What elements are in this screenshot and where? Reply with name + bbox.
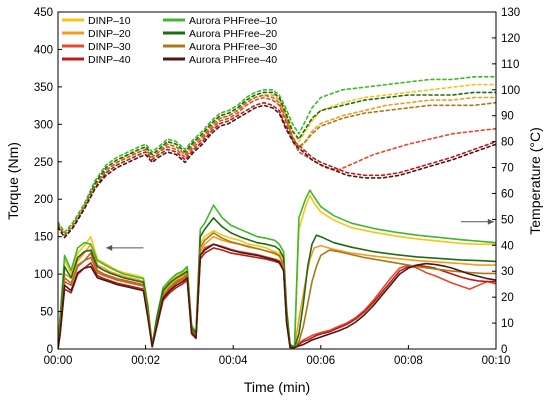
legend-label: Aurora PHFree–10 bbox=[189, 15, 277, 27]
legend-item-dinp-20: DINP–20 bbox=[62, 28, 131, 40]
series-line-aurora-phfree-40-temperature bbox=[58, 104, 496, 239]
series-line-dinp-40 bbox=[58, 247, 496, 349]
x-tick-label: 00:04 bbox=[219, 355, 248, 367]
legend-item-dinp-40: DINP–40 bbox=[62, 54, 131, 66]
legend-label: DINP–10 bbox=[88, 15, 131, 27]
series-line-dinp-10 bbox=[58, 194, 496, 349]
y-tick-label: 50 bbox=[40, 307, 53, 319]
y2-tick-label: 120 bbox=[501, 33, 520, 45]
legend-item-dinp-30: DINP–30 bbox=[62, 41, 131, 53]
legend-item-aurora-phfree-20: Aurora PHFree–20 bbox=[163, 28, 277, 40]
y2-tick-label: 10 bbox=[501, 318, 514, 330]
y2-axis-title: Temperature (°C) bbox=[527, 127, 543, 235]
series-line-aurora-phfree-20 bbox=[58, 217, 496, 349]
x-tick-label: 00:00 bbox=[44, 355, 73, 367]
legend-label: DINP–30 bbox=[88, 41, 131, 53]
y-tick-label: 300 bbox=[34, 119, 53, 131]
legend-item-aurora-phfree-40: Aurora PHFree–40 bbox=[163, 54, 277, 66]
x-axis-title: Time (min) bbox=[244, 379, 310, 395]
y-tick-label: 150 bbox=[34, 232, 53, 244]
legend-item-aurora-phfree-30: Aurora PHFree–30 bbox=[163, 41, 277, 53]
legend-item-aurora-phfree-10: Aurora PHFree–10 bbox=[163, 15, 277, 27]
y2-tick-label: 130 bbox=[501, 7, 520, 19]
series-line-dinp-40-temperature bbox=[58, 101, 496, 239]
y-tick-label: 100 bbox=[34, 269, 53, 281]
series-line-aurora-phfree-30-temperature bbox=[58, 94, 496, 236]
y2-tick-label: 20 bbox=[501, 292, 514, 304]
y2-tick-label: 100 bbox=[501, 85, 520, 97]
y2-tick-label: 30 bbox=[501, 266, 514, 278]
series-layer bbox=[58, 76, 496, 349]
arrow-head-left-axis bbox=[106, 244, 113, 251]
y-tick-label: 450 bbox=[34, 7, 53, 19]
y-tick-label: 400 bbox=[34, 44, 53, 56]
y2-tick-label: 40 bbox=[501, 240, 514, 252]
series-line-dinp-20-temperature bbox=[58, 94, 496, 236]
legend-item-dinp-10: DINP–10 bbox=[62, 15, 131, 27]
arrow-layer bbox=[106, 218, 494, 251]
series-line-dinp-20 bbox=[58, 235, 496, 349]
arrow-head-right-axis bbox=[487, 218, 494, 225]
legend-label: Aurora PHFree–20 bbox=[189, 28, 277, 40]
axis-layer: 0 50 100 150 200 250 300 350 400 450 0 10 20 30 40 50 60… bbox=[34, 7, 520, 367]
series-line-dinp-30 bbox=[58, 243, 496, 349]
y2-tick-label: 50 bbox=[501, 214, 514, 226]
x-tick-label: 00:02 bbox=[131, 355, 160, 367]
series-line-aurora-phfree-30 bbox=[58, 232, 496, 349]
series-line-aurora-phfree-20-temperature bbox=[58, 91, 496, 236]
y2-tick-label: 0 bbox=[501, 344, 507, 356]
plot-frame bbox=[57, 11, 497, 350]
series-line-aurora-phfree-40 bbox=[58, 243, 496, 349]
y-axis-title: Torque (Nm) bbox=[5, 142, 21, 220]
y2-tick-label: 80 bbox=[501, 137, 514, 149]
y2-tick-label: 60 bbox=[501, 188, 514, 200]
legend-label: Aurora PHFree–30 bbox=[189, 41, 277, 53]
y-tick-label: 0 bbox=[47, 344, 53, 356]
y2-tick-label: 70 bbox=[501, 163, 514, 175]
y2-tick-label: 110 bbox=[501, 59, 519, 71]
x-tick-label: 00:08 bbox=[394, 355, 423, 367]
series-line-aurora-phfree-10 bbox=[58, 189, 496, 349]
y-tick-label: 200 bbox=[34, 194, 53, 206]
y2-tick-label: 90 bbox=[501, 111, 514, 123]
legend-label: DINP–40 bbox=[88, 54, 131, 66]
legend-label: Aurora PHFree–40 bbox=[189, 54, 277, 66]
x-tick-label: 00:06 bbox=[306, 355, 335, 367]
legend-label: DINP–20 bbox=[88, 28, 131, 40]
series-line-aurora-phfree-10-temperature bbox=[58, 76, 496, 234]
y-tick-label: 350 bbox=[34, 82, 53, 94]
y-tick-label: 250 bbox=[34, 157, 53, 169]
x-tick-label: 00:10 bbox=[482, 355, 511, 367]
